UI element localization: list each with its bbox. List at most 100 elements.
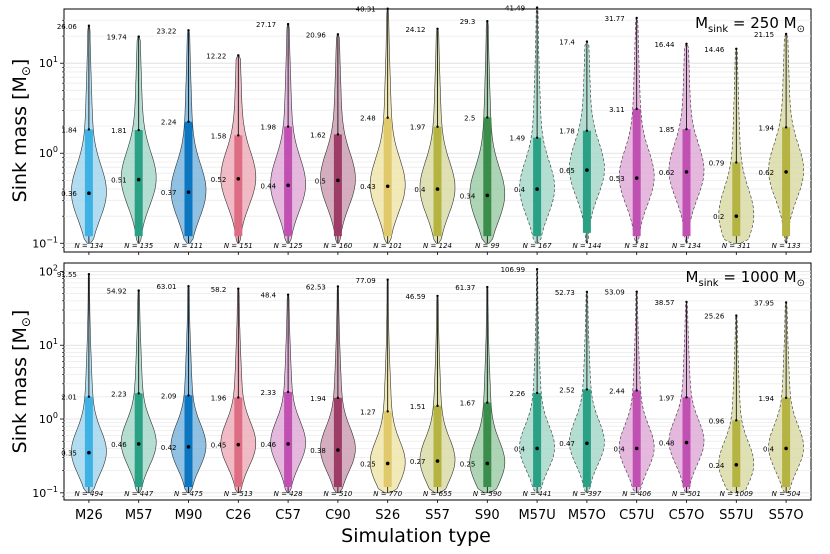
box-C90 <box>333 397 342 488</box>
max-dot-C26 <box>237 287 240 290</box>
label-median-C57O: 0.48 <box>659 440 675 448</box>
label-median-C57O: 0.62 <box>659 169 675 177</box>
max-dot-M57U <box>535 268 539 271</box>
box-C57O <box>682 129 691 237</box>
panel-title: Msink = 1000 M⊙ <box>686 268 805 289</box>
box-M57 <box>134 130 143 237</box>
max-dot-M57 <box>137 289 140 292</box>
median-dot-M26 <box>87 191 91 195</box>
panel-title: Msink = 250 M⊙ <box>695 14 805 35</box>
panel-bottom: 10−1 100 101 102 Sink mass [M⊙] Msink = 1000 … <box>9 262 812 523</box>
max-dot-S57 <box>436 294 439 298</box>
max-dot-S90 <box>486 285 489 289</box>
max-dot-C26 <box>237 54 240 57</box>
median-dot-C90 <box>336 178 340 183</box>
x-tick-label-S90: S90 <box>475 508 500 523</box>
upper-dot-M26 <box>87 128 91 131</box>
n-label-S57: N = 124 <box>423 242 452 250</box>
median-dot-M57U <box>535 446 539 451</box>
upper-dot-S57 <box>436 404 439 408</box>
label-max-S57U: 25.26 <box>704 313 725 321</box>
median-dot-C57O <box>684 440 689 445</box>
box-S57O <box>782 397 791 488</box>
median-dot-M57U <box>535 187 539 191</box>
label-max-S26: 77.09 <box>356 277 376 285</box>
label-upper-C57U: 2.44 <box>609 387 625 395</box>
label-upper-C90: 1.62 <box>310 131 326 139</box>
label-median-S26: 0.43 <box>360 183 376 191</box>
max-dot-S57O <box>784 301 788 304</box>
upper-dot-S57U <box>735 161 738 164</box>
n-label-C26: N = 513 <box>224 490 253 498</box>
median-dot-M90 <box>186 445 191 449</box>
box-M26 <box>84 396 93 488</box>
label-upper-C26: 1.96 <box>211 394 227 402</box>
max-dot-S57O <box>784 32 788 36</box>
max-dot-S57U <box>735 314 738 317</box>
x-tick-label-C26: C26 <box>225 508 251 523</box>
box-C57U <box>632 390 641 488</box>
label-max-M26: 26.06 <box>57 23 78 31</box>
label-median-C26: 0.45 <box>211 442 227 450</box>
max-dot-C57U <box>635 16 638 20</box>
label-upper-S26: 2.48 <box>360 115 376 123</box>
upper-dot-S57O <box>784 396 788 399</box>
upper-dot-S26 <box>386 410 389 413</box>
label-median-C57: 0.44 <box>261 182 277 190</box>
max-dot-M90 <box>187 285 190 288</box>
n-label-C57: N = 428 <box>274 490 303 498</box>
label-median-C57U: 0.53 <box>609 175 625 183</box>
n-label-S57O: N = 504 <box>772 490 801 498</box>
x-tick-label-M57O: M57O <box>568 508 606 523</box>
max-dot-M57O <box>585 40 589 43</box>
label-max-C57: 48.4 <box>261 292 277 300</box>
median-dot-M57 <box>136 442 141 446</box>
n-label-C57O: N = 501 <box>672 490 701 498</box>
label-median-C90: 0.38 <box>310 447 326 455</box>
label-median-C26: 0.52 <box>211 176 227 184</box>
label-max-M57O: 52.73 <box>555 289 575 297</box>
label-upper-M57O: 1.78 <box>559 128 575 136</box>
median-dot-M57O <box>585 441 589 446</box>
upper-dot-C57O <box>685 396 688 399</box>
label-median-S26: 0.25 <box>360 460 376 468</box>
n-label-C26: N = 151 <box>224 242 253 250</box>
box-S90 <box>483 117 492 237</box>
median-dot-C57 <box>286 442 290 446</box>
upper-dot-S90 <box>486 401 489 404</box>
n-label-M57: N = 135 <box>124 242 153 250</box>
median-dot-C90 <box>336 448 340 452</box>
median-dot-S57 <box>435 187 440 191</box>
n-label-M57U: N = 441 <box>523 490 552 498</box>
upper-dot-C57O <box>685 127 688 131</box>
n-label-C57: N = 125 <box>274 242 303 250</box>
x-tick-label-M26: M26 <box>75 508 103 523</box>
label-upper-C26: 1.58 <box>211 132 227 140</box>
upper-dot-M57U <box>535 136 539 139</box>
max-dot-M26 <box>87 273 91 276</box>
x-tick-label-C57U: C57U <box>619 508 654 523</box>
n-label-S90: N = 590 <box>473 490 502 498</box>
upper-dot-M57 <box>137 128 140 132</box>
max-dot-M26 <box>87 24 91 27</box>
upper-dot-C57 <box>286 125 290 128</box>
label-upper-M57U: 1.49 <box>510 135 526 143</box>
median-dot-S26 <box>385 461 390 466</box>
n-label-S57U: N = 1009 <box>720 490 754 498</box>
label-max-S90: 61.37 <box>455 284 475 292</box>
label-upper-C90: 1.94 <box>310 395 326 403</box>
label-max-S57O: 21.15 <box>754 31 774 39</box>
y-tick-label: 100 <box>39 145 58 160</box>
n-label-M26: N = 494 <box>74 490 103 498</box>
label-upper-S90: 2.5 <box>464 114 475 122</box>
n-label-M57O: N = 397 <box>572 490 601 498</box>
n-label-M57U: N = 167 <box>523 242 552 250</box>
x-tick-label-S57: S57 <box>425 508 450 523</box>
max-dot-M57O <box>585 290 589 294</box>
label-max-C57U: 31.77 <box>605 15 625 23</box>
upper-dot-C57 <box>286 390 290 394</box>
label-max-S26: 40.31 <box>356 6 376 14</box>
label-median-C57: 0.46 <box>261 441 277 449</box>
max-dot-C57U <box>635 290 638 293</box>
label-median-M57: 0.46 <box>111 441 127 449</box>
